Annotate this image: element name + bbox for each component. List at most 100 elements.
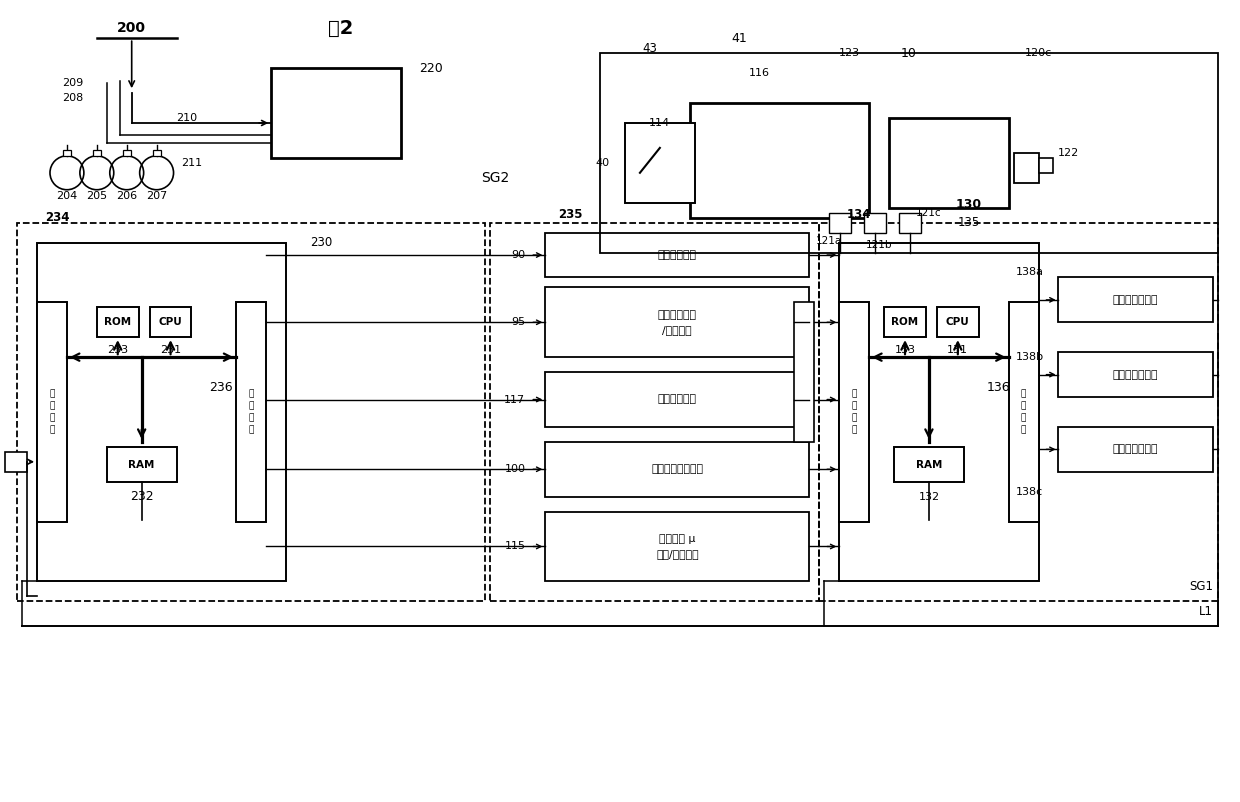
Bar <box>107 447 176 482</box>
Text: 115: 115 <box>505 541 526 552</box>
Bar <box>899 213 921 233</box>
Text: 135: 135 <box>957 216 980 229</box>
Bar <box>97 307 139 337</box>
Text: 电磁阀驱动部件: 电磁阀驱动部件 <box>1114 444 1158 454</box>
Text: 204: 204 <box>56 191 78 200</box>
Text: 236: 236 <box>210 380 233 394</box>
Text: RAM: RAM <box>915 460 942 470</box>
Text: 相对车速检测
/估计部件: 相对车速检测 /估计部件 <box>657 310 697 334</box>
Text: 133: 133 <box>894 345 915 355</box>
Text: 模式选择开关: 模式选择开关 <box>657 395 697 404</box>
Text: ROM: ROM <box>104 318 131 327</box>
Bar <box>123 150 130 156</box>
Text: 130: 130 <box>956 198 982 211</box>
Text: 138a: 138a <box>1016 267 1044 277</box>
Bar <box>37 242 286 581</box>
Text: 205: 205 <box>87 191 108 200</box>
Text: 131: 131 <box>947 345 968 355</box>
Text: 40: 40 <box>596 158 610 168</box>
Bar <box>795 302 815 442</box>
Text: 116: 116 <box>749 68 770 78</box>
Bar <box>1008 302 1039 521</box>
Bar <box>830 213 851 233</box>
Text: 136: 136 <box>987 380 1011 394</box>
Bar <box>546 287 810 357</box>
Text: 138c: 138c <box>1017 487 1044 496</box>
Text: 电磁阀驱动部件: 电磁阀驱动部件 <box>1114 370 1158 379</box>
Bar <box>839 242 1039 581</box>
Bar <box>937 307 978 337</box>
Text: 211: 211 <box>181 158 202 168</box>
Bar <box>839 302 869 521</box>
Bar <box>889 118 1008 208</box>
Text: 207: 207 <box>146 191 167 200</box>
Bar <box>546 233 810 277</box>
Text: 232: 232 <box>130 490 154 503</box>
Text: 209: 209 <box>62 78 84 88</box>
Text: 100: 100 <box>505 464 526 474</box>
Bar <box>150 307 191 337</box>
Bar <box>625 123 694 203</box>
Text: 120c: 120c <box>1025 48 1053 59</box>
Text: 114: 114 <box>650 118 671 128</box>
Bar <box>153 150 161 156</box>
Bar <box>272 68 401 158</box>
Text: 220: 220 <box>419 62 443 75</box>
Bar <box>820 223 1218 602</box>
Text: 电磁阀驱动部件: 电磁阀驱动部件 <box>1114 295 1158 305</box>
Text: 230: 230 <box>310 236 332 249</box>
Text: ROM: ROM <box>892 318 919 327</box>
Bar <box>884 307 926 337</box>
Bar <box>5 452 27 472</box>
Bar <box>546 512 810 581</box>
Text: 234: 234 <box>45 211 69 224</box>
Bar <box>864 213 887 233</box>
Bar <box>63 150 71 156</box>
Bar <box>1039 158 1054 172</box>
Text: 138b: 138b <box>1016 352 1044 363</box>
Text: 122: 122 <box>1058 148 1079 158</box>
Text: 输
入
端
口: 输 入 端 口 <box>852 390 857 434</box>
Text: 41: 41 <box>732 32 748 45</box>
Bar <box>1059 352 1213 397</box>
Text: SG1: SG1 <box>1189 580 1213 593</box>
Bar <box>894 447 963 482</box>
Text: 输
出
端
口: 输 出 端 口 <box>1021 390 1027 434</box>
Bar <box>546 442 810 496</box>
Text: 208: 208 <box>62 93 84 103</box>
Bar <box>491 223 820 602</box>
Bar <box>600 53 1218 253</box>
Bar <box>546 372 810 427</box>
Bar <box>1013 153 1039 183</box>
Text: 10: 10 <box>901 47 916 59</box>
Text: 输
入
端
口: 输 入 端 口 <box>50 390 55 434</box>
Text: 117: 117 <box>505 395 526 404</box>
Text: 车间距离测量部件: 车间距离测量部件 <box>651 464 703 474</box>
Text: CPU: CPU <box>946 318 970 327</box>
Text: 路面系数 μ
检测/估计部件: 路面系数 μ 检测/估计部件 <box>656 534 698 559</box>
Bar <box>93 150 100 156</box>
Bar <box>237 302 267 521</box>
Text: 210: 210 <box>176 113 197 123</box>
Text: 132: 132 <box>919 492 940 502</box>
Bar <box>17 223 486 602</box>
Bar <box>37 302 67 521</box>
Text: L1: L1 <box>1199 605 1213 618</box>
Text: 43: 43 <box>642 42 657 55</box>
Bar <box>1059 277 1213 322</box>
Text: 121c: 121c <box>916 208 941 217</box>
Text: 200: 200 <box>118 22 146 35</box>
Text: CPU: CPU <box>159 318 182 327</box>
Text: 输
出
端
口: 输 出 端 口 <box>248 390 254 434</box>
Text: 134: 134 <box>847 209 872 221</box>
Text: 121b: 121b <box>866 240 893 249</box>
Text: 121a: 121a <box>816 236 842 245</box>
Text: 233: 233 <box>107 345 128 355</box>
Bar <box>1059 427 1213 472</box>
Text: 123: 123 <box>838 48 859 59</box>
Text: SG2: SG2 <box>481 171 510 184</box>
Bar <box>689 103 869 217</box>
Text: RAM: RAM <box>129 460 155 470</box>
Text: 加速度传感器: 加速度传感器 <box>657 250 697 260</box>
Text: 231: 231 <box>160 345 181 355</box>
